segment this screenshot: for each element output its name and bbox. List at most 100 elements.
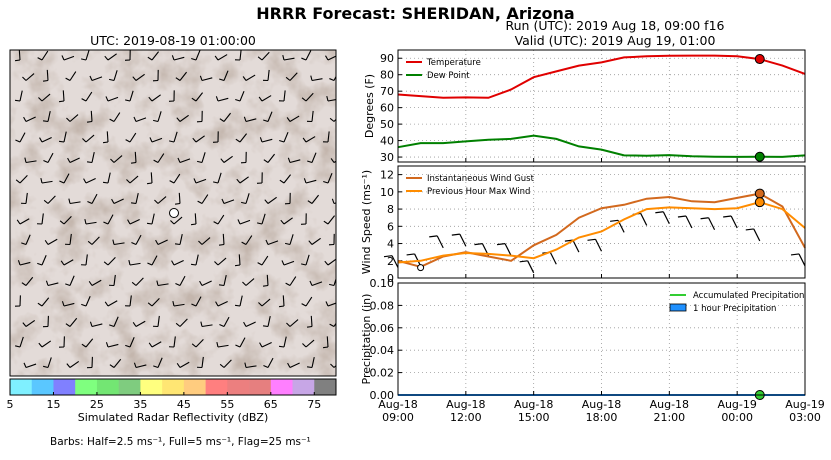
- map-wind-barb: [278, 90, 286, 102]
- map-wind-barb: [170, 216, 183, 225]
- map-wind-barb: [105, 342, 119, 348]
- map-wind-barb: [262, 69, 270, 82]
- map-wind-barb: [112, 239, 125, 246]
- map-wind-barb: [22, 73, 35, 81]
- map-wind-barb: [237, 219, 251, 225]
- map-wind-barb: [103, 214, 114, 225]
- map-wind-barb: [192, 135, 205, 143]
- y-tick-label: 30: [380, 151, 394, 164]
- figure-title: HRRR Forecast: SHERIDAN, Arizona: [256, 4, 575, 23]
- x-tick-label-date: Aug-18: [582, 398, 621, 411]
- meteogram-panel-3: 0.00 0.02 0.04 0.06 0.08 0.10 Precipitation (i…: [360, 277, 825, 424]
- map-wind-barb: [59, 215, 72, 225]
- legend-swatch: [669, 303, 687, 312]
- map-wind-barb: [265, 239, 279, 246]
- map-wind-barb: [66, 360, 80, 368]
- map-wind-barb: [259, 137, 273, 143]
- map-wind-barb: [109, 358, 122, 368]
- wind-barb: [790, 253, 806, 267]
- valid-label: Valid (UTC): 2019 Aug 19, 01:00: [514, 33, 716, 48]
- map-wind-barb: [84, 219, 97, 225]
- map-wind-barb: [80, 254, 88, 266]
- map-wind-barb: [307, 194, 320, 204]
- map-wind-barb: [174, 192, 181, 205]
- map-wind-barb: [169, 173, 181, 184]
- map-wind-barb: [102, 131, 109, 144]
- y-axis-label: Precipitation (in): [360, 294, 373, 385]
- map-wind-barb: [240, 151, 247, 164]
- map-wind-barb: [197, 152, 206, 164]
- map-wind-barb: [301, 254, 310, 266]
- map-wind-barb: [23, 362, 37, 369]
- map-wind-barb: [109, 316, 119, 328]
- y-tick-label: 4: [387, 238, 394, 251]
- map-wind-barb: [38, 340, 52, 348]
- map-wind-barb: [213, 172, 222, 184]
- map-wind-barb: [148, 341, 162, 348]
- map-wind-barb: [132, 320, 146, 327]
- map-wind-barb: [128, 260, 141, 266]
- map-wind-barb: [285, 276, 297, 286]
- map-wind-barb: [169, 131, 178, 143]
- map-wind-barb: [302, 136, 316, 143]
- map-wind-barb: [155, 239, 168, 245]
- y-tick-label: 8: [387, 203, 394, 216]
- map-wind-barb: [21, 234, 31, 246]
- map-wind-barb: [43, 357, 52, 369]
- map-wind-barb: [172, 301, 185, 307]
- x-tick-label-date: Aug-18: [378, 398, 417, 411]
- map-wind-barb: [219, 70, 229, 82]
- map-wind-barb: [256, 172, 263, 184]
- map-wind-barb: [279, 174, 292, 184]
- map-wind-barb: [244, 362, 257, 369]
- series-line: [397, 54, 806, 99]
- colorbar-swatch: [205, 379, 228, 395]
- map-wind-barb: [257, 51, 270, 61]
- map-wind-barb: [82, 134, 95, 143]
- map-wind-barb: [196, 110, 203, 123]
- wind-barb: [496, 243, 512, 256]
- map-wind-barb: [37, 297, 50, 307]
- colorbar-swatch: [249, 379, 272, 395]
- map-wind-barb: [42, 110, 51, 123]
- map-wind-barb: [214, 257, 227, 266]
- map-wind-barb: [65, 275, 75, 287]
- map-wind-barb: [177, 157, 191, 164]
- map-wind-barb: [15, 174, 28, 184]
- colorbar-swatch: [53, 379, 76, 395]
- map-wind-barb: [14, 50, 21, 62]
- colorbar-tick-label: 75: [307, 398, 321, 411]
- map-wind-barb: [242, 278, 255, 286]
- y-tick-label: 0.06: [370, 322, 395, 335]
- map-wind-barb: [15, 336, 24, 348]
- map-wind-barb: [282, 55, 295, 61]
- map-wind-barb: [36, 213, 44, 225]
- map-panel: [9, 49, 337, 377]
- map-wind-barb: [61, 55, 75, 61]
- map-wind-barb: [264, 196, 277, 204]
- map-wind-barb: [175, 318, 188, 327]
- map-wind-barb: [152, 315, 160, 328]
- map-wind-barb: [286, 319, 299, 327]
- map-wind-barb: [324, 258, 336, 266]
- map-wind-barb: [154, 196, 167, 204]
- y-tick-label: 0.04: [370, 344, 395, 357]
- map-wind-barb: [235, 337, 246, 348]
- colorbar-swatch: [31, 379, 54, 395]
- y-tick-label: 40: [380, 135, 394, 148]
- map-wind-barb: [130, 192, 139, 205]
- legend-label: Temperature: [426, 58, 481, 68]
- map-wind-barb: [147, 51, 160, 61]
- wind-barb: [406, 253, 422, 267]
- map-wind-barb: [15, 132, 26, 143]
- map-wind-barb: [329, 317, 336, 327]
- map-wind-barb: [86, 110, 93, 123]
- wind-barb: [655, 211, 670, 224]
- map-wind-barb: [104, 300, 118, 307]
- map-wind-barb: [110, 155, 123, 163]
- map-wind-barb: [81, 50, 90, 61]
- wind-barb: [519, 260, 535, 274]
- map-wind-barb: [130, 151, 137, 164]
- map-wind-barb: [86, 151, 95, 164]
- colorbar-tick-label: 15: [46, 398, 60, 411]
